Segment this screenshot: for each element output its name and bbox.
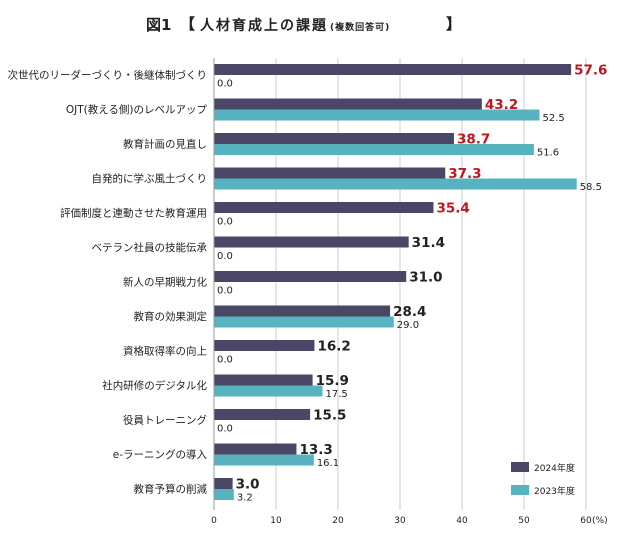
gridlines [213,58,587,510]
x-tick-label: 30 [394,516,406,526]
value-label-2024: 43.2 [485,97,518,113]
title-bracket-close: 】 [446,15,462,33]
value-label-2023: 0.0 [217,424,233,435]
legend-label-2024: 2024年度 [534,462,575,474]
bar-2024 [214,133,454,144]
x-tick-label: 50 [518,516,530,526]
bar-2023 [214,316,394,328]
bar-2024 [214,478,233,489]
value-label-2023: 0.0 [217,251,233,262]
category-label: 教育予算の削減 [134,483,208,496]
legend-swatch-2024 [511,462,529,472]
value-label-2023: 0.0 [217,286,233,297]
value-label-2024: 16.2 [317,339,350,355]
value-label-2024: 31.4 [412,235,445,251]
legend: 2024年度 2023年度 [511,462,575,497]
bar-2023 [214,109,540,121]
category-label: 次世代のリーダーづくり・後継体制づくり [8,69,208,82]
bar-2024 [214,409,311,420]
category-label: 資格取得率の向上 [123,345,207,358]
x-tick-label: 10 [270,516,282,526]
category-label: 社内研修のデジタル化 [102,379,207,392]
title-text: 人材育成上の課題 (複数回答可) [200,15,390,35]
value-label-2023: 0.0 [217,79,233,90]
category-label: e-ラーニングの導入 [113,448,208,461]
x-tick-label: 40 [456,516,468,526]
title-main-text: 人材育成上の課題 [200,18,328,34]
bar-2024 [214,167,446,179]
bar-2023 [214,144,534,155]
value-label-2023: 16.1 [317,458,339,469]
value-label-2024: 13.3 [299,442,332,458]
x-axis: 0 10 20 30 40 50 60 (%) [211,58,608,526]
category-label: 教育の効果測定 [134,310,208,323]
bar-2023 [214,454,314,466]
title-subtitle: (複数回答可) [330,23,391,33]
value-label-2024: 38.7 [457,132,490,148]
category-label: 新人の早期戦力化 [123,276,207,289]
value-label-2023: 17.5 [326,389,348,400]
bar-2024 [214,374,313,386]
labels: 次世代のリーダーづくり・後継体制づくり 57.6 0.0 OJT(教える側)のレベルア… [8,63,608,504]
value-label-2024: 37.3 [448,166,481,182]
category-label: 評価制度と連動させた教育運用 [60,207,207,220]
category-label: OJT(教える側)のレベルアップ [66,103,208,116]
value-label-2024: 31.0 [409,270,442,286]
value-label-2024: 28.4 [393,304,426,320]
x-tick-label: 60 [580,516,592,526]
value-label-2024: 15.9 [316,373,349,389]
bar-2024 [214,98,482,110]
bar-2023 [214,178,577,190]
bar-2023 [214,489,234,500]
x-unit-label: (%) [592,516,608,526]
figure-label: 図1 [146,16,172,34]
value-label-2023: 58.5 [580,182,602,193]
title-bracket-open: 【 [180,15,196,33]
bar-2024 [214,305,391,317]
value-label-2024: 3.0 [236,477,260,493]
value-label-2023: 3.2 [237,493,253,504]
value-label-2023: 0.0 [217,355,233,366]
category-label: ベテラン社員の技能伝承 [92,241,208,254]
value-label-2023: 0.0 [217,217,233,228]
category-label: 教育計画の見直し [123,138,207,151]
category-label: 自発的に学ぶ風土づくり [92,172,208,185]
value-label-2024: 15.5 [313,408,346,424]
bar-2024 [214,443,297,455]
value-label-2023: 29.0 [397,320,419,331]
bars [214,64,577,500]
bar-2023 [214,385,323,397]
bar-2024 [214,236,409,248]
category-label: 役員トレーニング [123,414,207,427]
value-label-2024: 35.4 [436,201,469,217]
value-label-2023: 51.6 [537,148,559,159]
bar-2024 [214,340,315,351]
x-tick-label: 0 [211,516,217,526]
bar-2024 [214,64,572,75]
bar-2024 [214,202,434,213]
value-label-2024: 57.6 [574,63,607,79]
legend-swatch-2023 [511,485,529,495]
value-label-2023: 52.5 [543,113,565,124]
x-tick-label: 20 [332,516,344,526]
chart-title: 図1 【 人材育成上の課題 (複数回答可) 】 [0,0,620,50]
bar-2024 [214,271,407,282]
legend-label-2023: 2023年度 [534,485,575,497]
